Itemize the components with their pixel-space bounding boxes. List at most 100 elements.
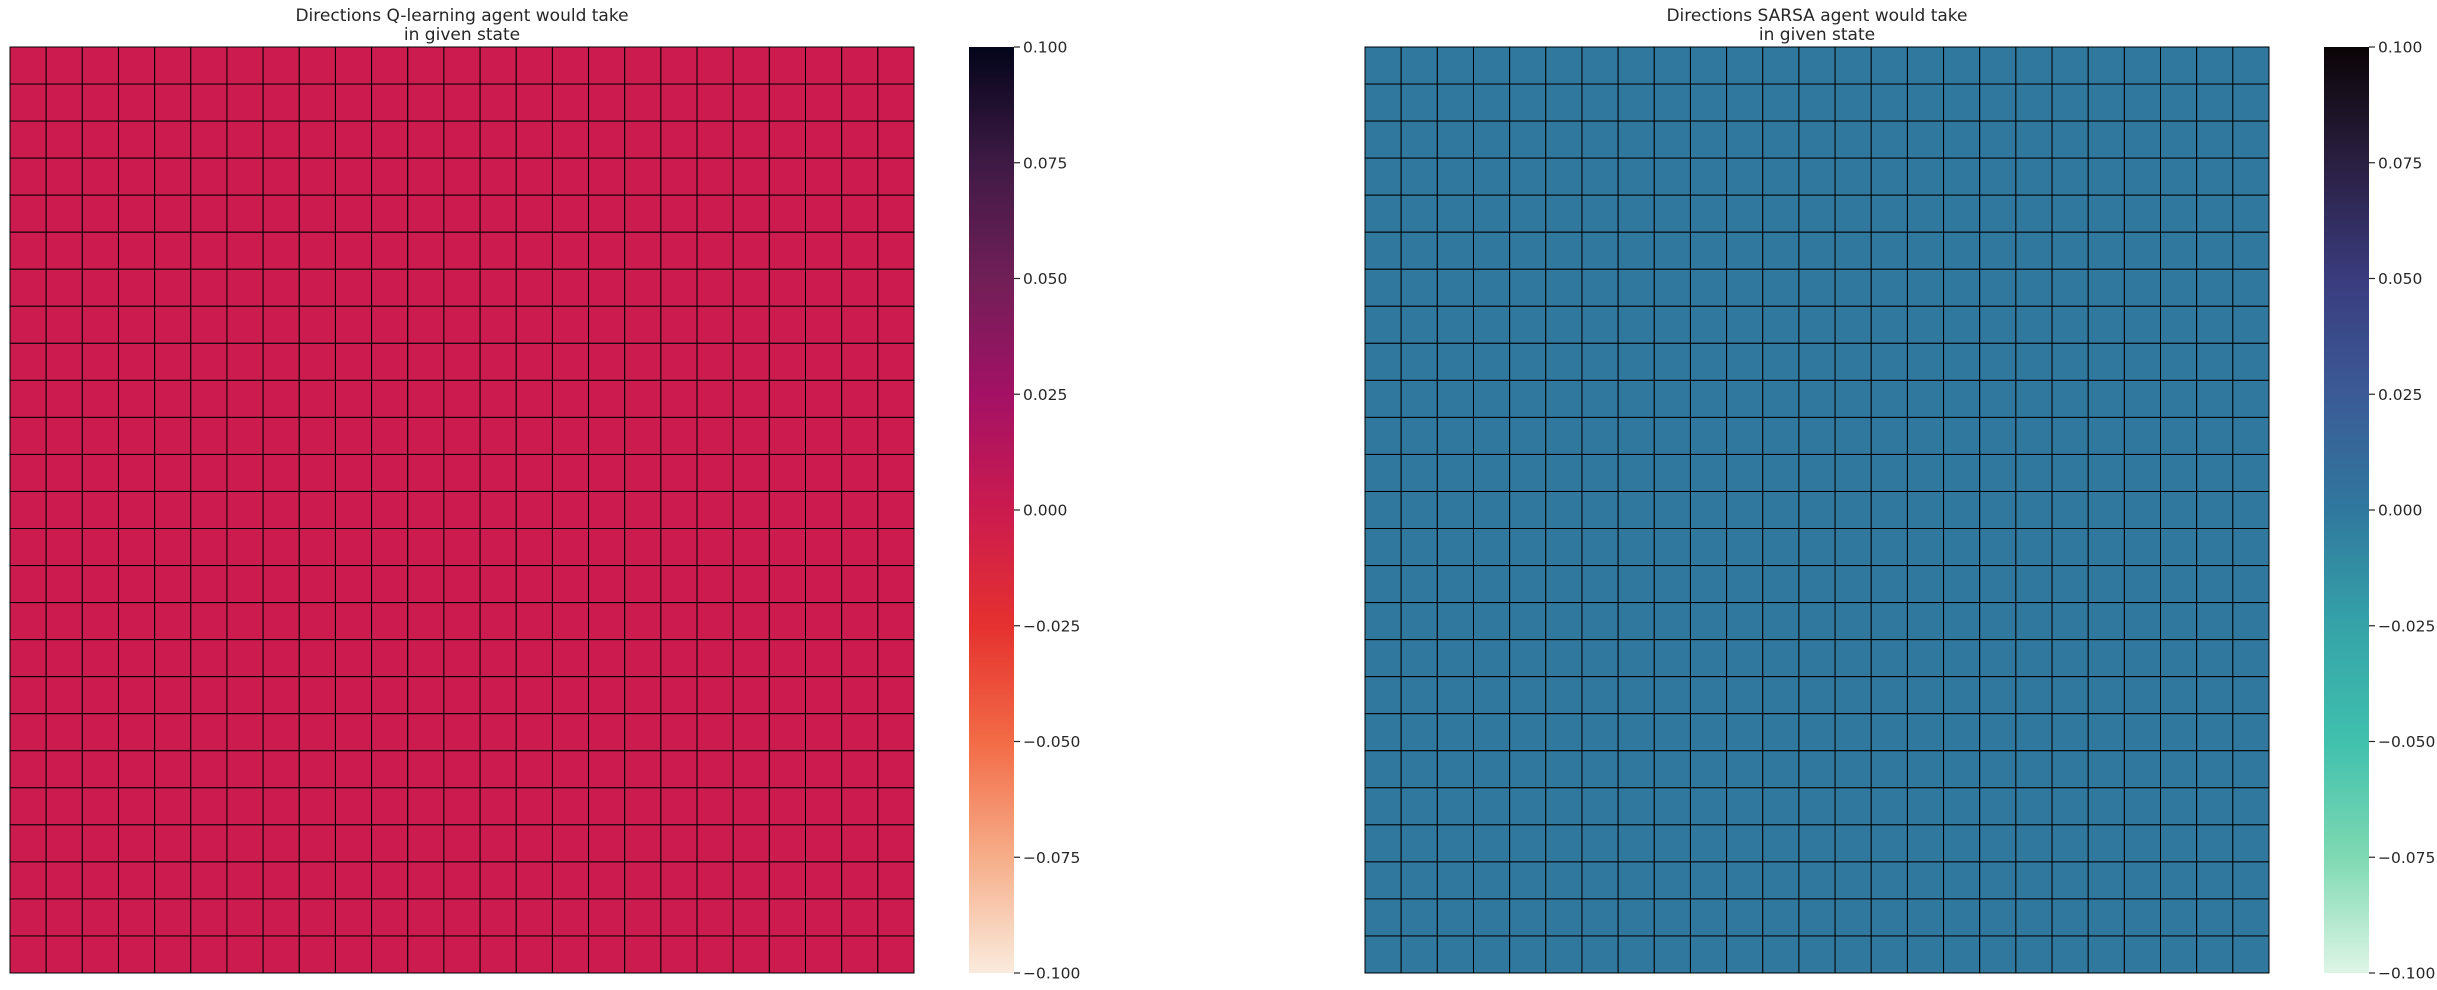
heatmap-cell: [479, 787, 517, 826]
heatmap-cell: [2232, 861, 2270, 900]
heatmap-cell: [877, 639, 915, 678]
heatmap-cell: [2196, 861, 2234, 900]
heatmap-cell: [841, 194, 879, 233]
heatmap-cell: [2051, 602, 2089, 641]
heatmap-cell: [624, 787, 662, 826]
heatmap-cell: [117, 750, 156, 789]
heatmap-cell: [1364, 861, 1402, 900]
heatmap-cell: [9, 639, 47, 678]
heatmap-cell: [262, 342, 300, 381]
heatmap-cell: [1726, 824, 1764, 863]
heatmap-cell: [1545, 231, 1583, 270]
heatmap-cell: [1509, 194, 1547, 233]
heatmap-cell: [1472, 120, 1511, 159]
heatmap-cell: [588, 379, 626, 418]
heatmap-cell: [551, 898, 590, 937]
heatmap-cell: [624, 639, 662, 678]
heatmap-cell: [1906, 342, 1945, 381]
heatmap-cell: [1906, 861, 1945, 900]
heatmap-cell: [1979, 935, 2017, 974]
heatmap-cell: [2051, 120, 2089, 159]
heatmap-cell: [2196, 416, 2234, 455]
heatmap-cell: [298, 453, 336, 492]
heatmap-cell: [660, 379, 698, 418]
heatmap-cell: [443, 861, 481, 900]
heatmap-cell: [1979, 46, 2017, 85]
heatmap-cell: [515, 416, 553, 455]
heatmap-cell: [1798, 194, 1836, 233]
heatmap-cell: [624, 194, 662, 233]
heatmap-cell: [768, 565, 807, 604]
heatmap-cell: [841, 453, 879, 492]
heatmap-cell: [1545, 676, 1583, 715]
heatmap-cell: [2051, 157, 2089, 196]
heatmap-cell: [2232, 898, 2270, 937]
heatmap-cell: [1400, 824, 1438, 863]
heatmap-cell: [334, 528, 373, 567]
heatmap-cell: [2232, 157, 2270, 196]
heatmap-cell: [877, 528, 915, 567]
heatmap-cell: [588, 46, 626, 85]
heatmap-cells: [9, 46, 915, 974]
heatmap-cell: [1979, 379, 2017, 418]
heatmap-cell: [262, 528, 300, 567]
heatmap-cell: [443, 416, 481, 455]
heatmap-cell: [624, 305, 662, 344]
heatmap-cell: [1906, 83, 1945, 122]
heatmap-cell: [371, 602, 409, 641]
heatmap-cell: [660, 342, 698, 381]
heatmap-cell: [1943, 750, 1981, 789]
heatmap-cell: [1400, 83, 1438, 122]
heatmap-cell: [2051, 379, 2089, 418]
heatmap-cell: [2160, 935, 2198, 974]
heatmap-cell: [2123, 565, 2162, 604]
heatmap-cell: [1617, 861, 1655, 900]
heatmap-cell: [768, 935, 807, 974]
heatmap-cell: [2160, 157, 2198, 196]
heatmap-cell: [2015, 83, 2053, 122]
heatmap-cell: [371, 750, 409, 789]
heatmap-cell: [1726, 676, 1764, 715]
heatmap-cell: [1798, 898, 1836, 937]
heatmap-cell: [1689, 453, 1728, 492]
heatmap-cell: [262, 490, 300, 530]
heatmap-cell: [1798, 490, 1836, 530]
heatmap-cell: [841, 490, 879, 530]
heatmap-cell: [190, 713, 228, 752]
heatmap-cell: [515, 120, 553, 159]
heatmap-cell: [1581, 342, 1619, 381]
heatmap-cell: [588, 935, 626, 974]
heatmap-cell: [298, 305, 336, 344]
heatmap-cell: [298, 713, 336, 752]
heatmap-cell: [624, 750, 662, 789]
heatmap-cell: [1400, 713, 1438, 752]
heatmap-cell: [2087, 898, 2125, 937]
heatmap-cell: [732, 379, 770, 418]
heatmap-cell: [45, 46, 83, 85]
heatmap-cell: [2087, 379, 2125, 418]
heatmap-cell: [117, 898, 156, 937]
heatmap-cell: [1726, 231, 1764, 270]
heatmap-cell: [1762, 490, 1800, 530]
heatmap-cell: [1798, 416, 1836, 455]
heatmap-cell: [2015, 194, 2053, 233]
heatmap-cell: [1798, 305, 1836, 344]
heatmap-cell: [1581, 490, 1619, 530]
heatmap-cell: [515, 676, 553, 715]
heatmap-cell: [190, 83, 228, 122]
heatmap-cell: [1762, 268, 1800, 307]
heatmap-cell: [1364, 231, 1402, 270]
heatmap-cell: [588, 528, 626, 567]
heatmap-cell: [1545, 305, 1583, 344]
heatmap-cell: [1436, 861, 1474, 900]
heatmap-cell: [1545, 194, 1583, 233]
heatmap-cell: [1870, 528, 1908, 567]
heatmap-cell: [1762, 602, 1800, 641]
heatmap-cell: [479, 824, 517, 863]
heatmap-cell: [805, 268, 843, 307]
heatmap-cell: [1798, 157, 1836, 196]
heatmap-cell: [696, 342, 734, 381]
heatmap-cell: [334, 824, 373, 863]
heatmap-cell: [624, 379, 662, 418]
heatmap-cell: [262, 268, 300, 307]
